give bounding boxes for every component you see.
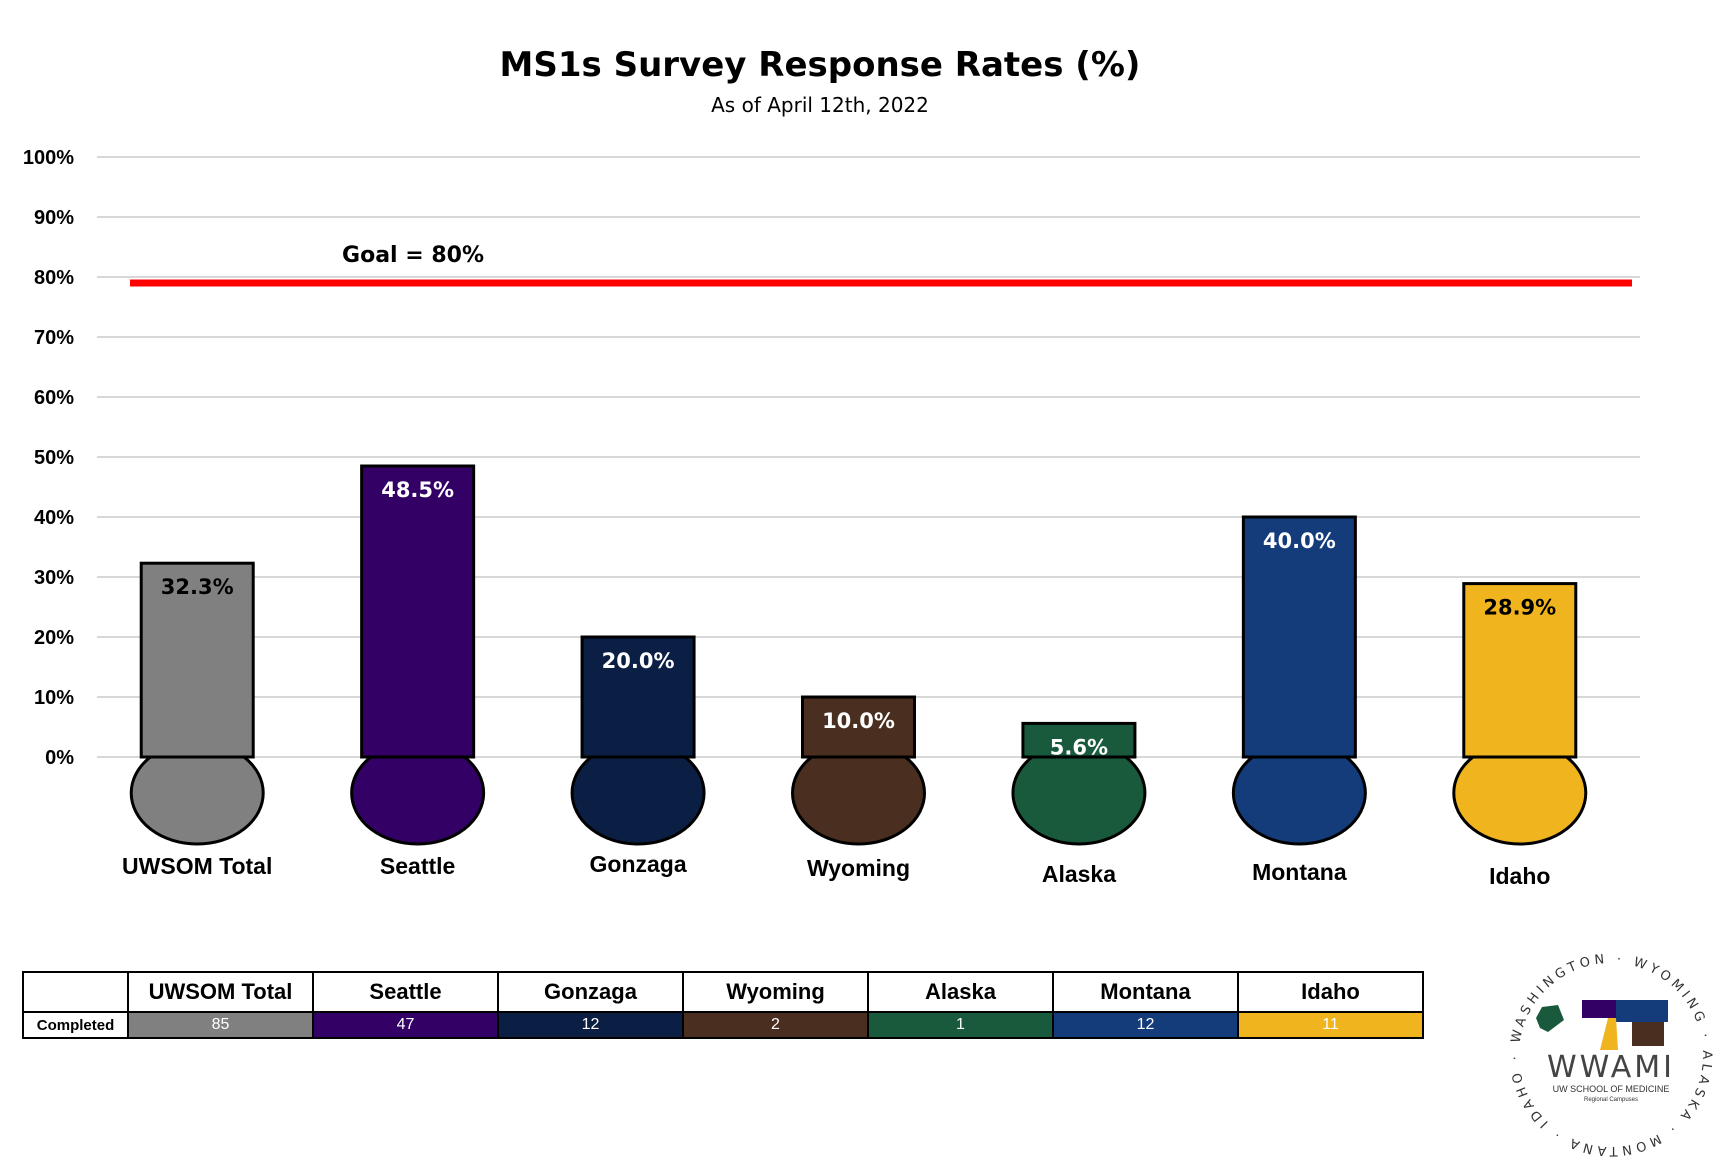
y-tick-label: 0% (45, 747, 74, 769)
y-tick-label: 100% (23, 147, 74, 169)
logo-line1: UW SCHOOL OF MEDICINE (1553, 1084, 1670, 1094)
table-header-cell: Montana (1052, 971, 1239, 1013)
y-axis-ticks: 0% 10% 20% 30% 40% 50% 60% 70% 80% 90% 100% (23, 147, 74, 769)
category-label: Montana (1252, 859, 1347, 885)
completed-table: UWSOM Total Seattle Gonzaga Wyoming Alaska Mo… (22, 971, 1424, 1039)
y-tick-label: 50% (34, 447, 74, 469)
y-tick-label: 10% (34, 687, 74, 709)
table-header-cell: Idaho (1237, 971, 1424, 1013)
category-label: Alaska (1042, 861, 1116, 887)
bar-value-label: 10.0% (822, 709, 895, 733)
table-corner-cell (22, 971, 129, 1013)
table-cell: 2 (682, 1011, 869, 1039)
table-header-cell: Wyoming (682, 971, 869, 1013)
logo-line2: Regional Campuses (1584, 1097, 1638, 1103)
bar-value-labels: 32.3% 48.5% 20.0% 10.0% 5.6% 40.0% 28.9% (161, 478, 1556, 759)
category-label: UWSOM Total (122, 853, 272, 879)
table-header-cell: Gonzaga (497, 971, 684, 1013)
chart-subtitle: As of April 12th, 2022 (711, 93, 929, 117)
table-cell: 1 (867, 1011, 1054, 1039)
y-tick-label: 30% (34, 567, 74, 589)
y-tick-label: 90% (34, 207, 74, 229)
logo-name: WWAMI (1547, 1050, 1675, 1085)
wwami-logo: WASHINGTON · WYOMING · ALASKA · MONTANA … (1508, 952, 1710, 1158)
table-header-cell: Seattle (312, 971, 499, 1013)
bar (139, 561, 255, 759)
y-tick-label: 70% (34, 327, 74, 349)
table-cell: 85 (127, 1011, 314, 1039)
bar-value-label: 5.6% (1050, 735, 1108, 759)
bar-value-label: 40.0% (1263, 529, 1336, 553)
y-tick-label: 60% (34, 387, 74, 409)
bars (139, 464, 1578, 759)
category-label: Gonzaga (590, 851, 687, 877)
completed-table-wrap: UWSOM Total Seattle Gonzaga Wyoming Alaska Mo… (22, 971, 1424, 1039)
table-header-cell: Alaska (867, 971, 1054, 1013)
table-cell: 12 (497, 1011, 684, 1039)
chart-title: MS1s Survey Response Rates (%) (500, 45, 1141, 85)
bar (801, 695, 916, 759)
table-cell: 11 (1237, 1011, 1424, 1039)
category-labels: UWSOM Total Seattle Gonzaga Wyoming Alaska Mo… (122, 851, 1550, 889)
bar (580, 635, 696, 759)
bar (1021, 721, 1137, 759)
table-cell: 47 (312, 1011, 499, 1039)
table-header-cell: UWSOM Total (127, 971, 314, 1013)
bar-value-label: 32.3% (161, 575, 234, 599)
y-tick-label: 20% (34, 627, 74, 649)
table-cell: 12 (1052, 1011, 1239, 1039)
bar-value-label: 48.5% (381, 478, 454, 502)
gridlines (97, 156, 1640, 758)
category-label: Seattle (380, 853, 455, 879)
goal-line-group: Goal = 80% (130, 243, 1632, 287)
states-map-icon (1536, 1000, 1668, 1050)
bar (1241, 515, 1357, 759)
goal-label: Goal = 80% (342, 243, 484, 268)
category-label: Idaho (1489, 863, 1550, 889)
bar (360, 464, 476, 759)
y-tick-label: 40% (34, 507, 74, 529)
table-header-row: UWSOM Total Seattle Gonzaga Wyoming Alaska Mo… (22, 971, 1424, 1013)
bar-value-label: 28.9% (1483, 596, 1556, 620)
bar-value-label: 20.0% (602, 649, 675, 673)
bar (1462, 582, 1578, 759)
y-tick-label: 80% (34, 267, 74, 289)
category-label: Wyoming (807, 855, 910, 881)
table-row: Completed 85 47 12 2 1 12 11 (22, 1011, 1424, 1039)
row-label-completed: Completed (22, 1011, 129, 1039)
